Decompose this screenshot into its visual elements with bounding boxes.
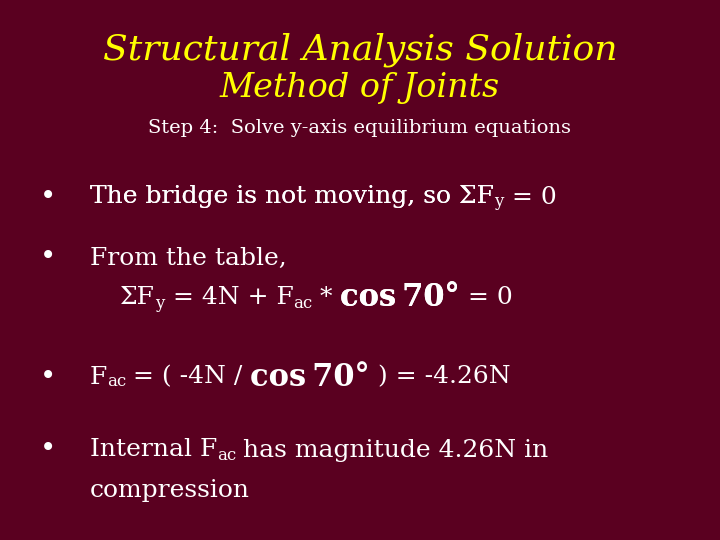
- Text: y: y: [494, 193, 503, 211]
- Text: ac: ac: [107, 374, 127, 390]
- Text: ac: ac: [217, 447, 236, 463]
- Text: The bridge is not moving, so ΣF: The bridge is not moving, so ΣF: [90, 186, 494, 208]
- Text: ΣF: ΣF: [120, 287, 155, 309]
- Text: •: •: [40, 436, 56, 463]
- Text: ac: ac: [294, 294, 313, 312]
- Text: = ( -4N /: = ( -4N /: [125, 366, 251, 388]
- Text: compression: compression: [90, 478, 250, 502]
- Text: •: •: [40, 245, 56, 272]
- Text: The bridge is not moving, so ΣF: The bridge is not moving, so ΣF: [90, 186, 494, 208]
- Text: cos 70°: cos 70°: [340, 282, 460, 314]
- Text: Step 4:  Solve y-axis equilibrium equations: Step 4: Solve y-axis equilibrium equatio…: [148, 119, 572, 137]
- Text: Method of Joints: Method of Joints: [220, 72, 500, 104]
- Text: •: •: [40, 184, 56, 211]
- Text: = 4N + F: = 4N + F: [165, 287, 294, 309]
- Text: From the table,: From the table,: [90, 246, 287, 269]
- Text: = 0: = 0: [460, 287, 513, 309]
- Text: y: y: [155, 294, 164, 312]
- Text: cos 70°: cos 70°: [251, 361, 370, 393]
- Text: Structural Analysis Solution: Structural Analysis Solution: [103, 33, 617, 68]
- Text: F: F: [90, 366, 107, 388]
- Text: *: *: [312, 287, 340, 309]
- Text: has magnitude 4.26N in: has magnitude 4.26N in: [235, 438, 549, 462]
- Text: Internal F: Internal F: [90, 438, 217, 462]
- Text: •: •: [40, 363, 56, 390]
- Text: ) = -4.26N: ) = -4.26N: [370, 366, 510, 388]
- Text: = 0: = 0: [504, 186, 557, 208]
- Text: cos 70°: cos 70°: [340, 282, 460, 314]
